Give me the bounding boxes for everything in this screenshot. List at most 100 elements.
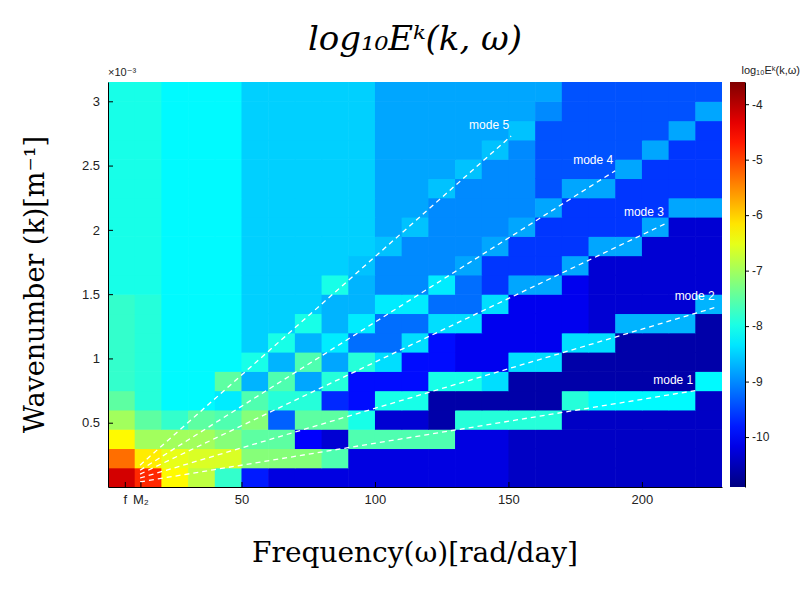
heatmap-cell — [215, 140, 242, 160]
tick-mark — [125, 482, 126, 487]
heatmap-cell — [348, 410, 375, 430]
heatmap-cell — [455, 313, 482, 333]
heatmap-cell — [188, 121, 215, 141]
heatmap-cell — [215, 159, 242, 179]
heatmap-cell — [615, 352, 642, 372]
heatmap-cell — [669, 410, 696, 430]
heatmap-cell — [562, 275, 589, 295]
heatmap-cell — [348, 101, 375, 121]
heatmap-cell — [241, 448, 268, 468]
heatmap-cell — [295, 101, 322, 121]
heatmap-cell — [482, 294, 509, 314]
heatmap-cell — [402, 333, 429, 353]
heatmap-cell — [562, 294, 589, 314]
heatmap-cell — [135, 140, 162, 160]
x-axis-line — [109, 487, 723, 488]
heatmap-cell — [589, 429, 616, 449]
heatmap-cell — [535, 159, 562, 179]
heatmap-cell — [322, 468, 349, 487]
heatmap-cell — [695, 448, 722, 468]
heatmap-cell — [508, 178, 535, 198]
heatmap-cell — [188, 294, 215, 314]
heatmap-cell — [535, 178, 562, 198]
heatmap-cell — [268, 198, 295, 218]
colorbar-axis: -10-9-8-7-6-5-4 — [745, 83, 770, 488]
heatmap-cell — [268, 352, 295, 372]
heatmap-cell — [241, 391, 268, 411]
heatmap-cell — [642, 275, 669, 295]
tick-label: f — [124, 492, 128, 507]
tick-label: -9 — [752, 375, 763, 389]
heatmap-cell — [535, 198, 562, 218]
colorbar-title: log₁₀Eᵏ(k,ω) — [742, 64, 801, 76]
heatmap-cell — [268, 294, 295, 314]
tick: -5 — [745, 153, 763, 167]
chart-container: mode 1mode 2mode 3mode 4mode 5fM₂5010015… — [0, 0, 807, 595]
heatmap-cell — [482, 159, 509, 179]
heatmap-cell — [295, 294, 322, 314]
heatmap-cell — [161, 256, 188, 276]
heatmap-cell — [695, 410, 722, 430]
heatmap-cell — [295, 313, 322, 333]
heatmap-cell — [589, 468, 616, 487]
heatmap-cell — [562, 448, 589, 468]
heatmap-cell — [241, 82, 268, 102]
heatmap-cell — [695, 352, 722, 372]
heatmap-cell — [482, 448, 509, 468]
heatmap-cell — [669, 352, 696, 372]
heatmap-cell — [615, 429, 642, 449]
tick-mark — [108, 358, 113, 359]
colorbar — [730, 82, 745, 487]
heatmap-cell — [161, 391, 188, 411]
heatmap-cell — [402, 448, 429, 468]
heatmap-cell — [188, 371, 215, 391]
tick: 2.5 — [82, 158, 113, 173]
heatmap-cell — [535, 140, 562, 160]
heatmap — [108, 82, 722, 487]
tick: -6 — [745, 208, 763, 222]
heatmap-cell — [508, 198, 535, 218]
heatmap-cell — [402, 371, 429, 391]
heatmap-cell — [241, 121, 268, 141]
heatmap-cell — [375, 140, 402, 160]
mode-label: mode 3 — [624, 205, 664, 219]
heatmap-cell — [482, 140, 509, 160]
x-axis: fM₂50100150200 — [109, 482, 723, 507]
heatmap-cell — [455, 236, 482, 256]
heatmap-cell — [669, 198, 696, 218]
heatmap-cell — [108, 352, 135, 372]
heatmap-cell — [669, 178, 696, 198]
heatmap-cell — [562, 101, 589, 121]
heatmap-cell — [508, 236, 535, 256]
heatmap-cell — [322, 236, 349, 256]
heatmap-cell — [589, 410, 616, 430]
heatmap-cell — [322, 333, 349, 353]
heatmap-cell — [508, 333, 535, 353]
heatmap-cell — [669, 82, 696, 102]
heatmap-cell — [188, 275, 215, 295]
heatmap-cell — [348, 371, 375, 391]
heatmap-cell — [161, 333, 188, 353]
heatmap-cell — [241, 275, 268, 295]
heatmap-cell — [108, 429, 135, 449]
heatmap-cell — [241, 178, 268, 198]
heatmap-cell — [695, 468, 722, 487]
heatmap-cell — [188, 101, 215, 121]
heatmap-cell — [135, 256, 162, 276]
tick-mark — [508, 482, 509, 487]
heatmap-cell — [695, 217, 722, 237]
heatmap-cell — [295, 371, 322, 391]
heatmap-cell — [615, 101, 642, 121]
heatmap-cell — [295, 140, 322, 160]
heatmap-cell — [241, 101, 268, 121]
mode-label: mode 4 — [573, 153, 613, 167]
heatmap-cell — [135, 159, 162, 179]
tick: -10 — [745, 430, 770, 444]
heatmap-cell — [615, 82, 642, 102]
heatmap-cell — [375, 101, 402, 121]
heatmap-cell — [455, 82, 482, 102]
heatmap-cell — [348, 256, 375, 276]
heatmap-cell — [215, 275, 242, 295]
heatmap-cell — [188, 352, 215, 372]
heatmap-cell — [589, 448, 616, 468]
